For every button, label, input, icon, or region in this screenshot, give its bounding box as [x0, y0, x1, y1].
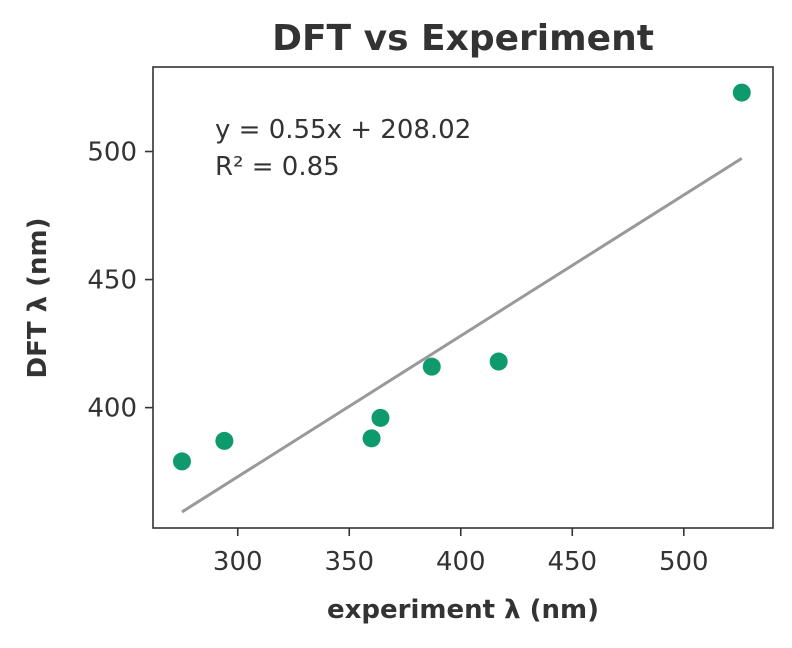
data-point: [371, 408, 390, 427]
y-axis: 400 450 500: [87, 138, 153, 424]
fit-line: [181, 157, 743, 514]
y-tick-label: 450: [87, 266, 137, 296]
data-point: [172, 452, 191, 471]
y-tick-label: 400: [87, 394, 137, 424]
plot-frame: [152, 66, 774, 529]
x-tick-label: 450: [547, 547, 597, 577]
fit-r2: R² = 0.85: [215, 152, 340, 182]
x-tick-label: 400: [436, 547, 486, 577]
chart-title: DFT vs Experiment: [272, 18, 654, 59]
data-point: [732, 83, 751, 102]
x-axis: 300 350 400 450 500: [213, 528, 709, 577]
x-tick-label: 350: [324, 547, 374, 577]
data-point: [362, 429, 381, 448]
x-tick-label: 500: [659, 547, 709, 577]
x-axis-label: experiment λ (nm): [327, 595, 599, 625]
scatter-points: [172, 83, 751, 471]
data-point: [422, 357, 441, 376]
y-tick-label: 500: [87, 138, 137, 168]
data-point: [215, 431, 234, 450]
x-tick-label: 300: [213, 547, 263, 577]
data-point: [489, 352, 508, 371]
fit-equation: y = 0.55x + 208.02: [215, 115, 471, 145]
y-axis-label: DFT λ (nm): [23, 217, 53, 378]
